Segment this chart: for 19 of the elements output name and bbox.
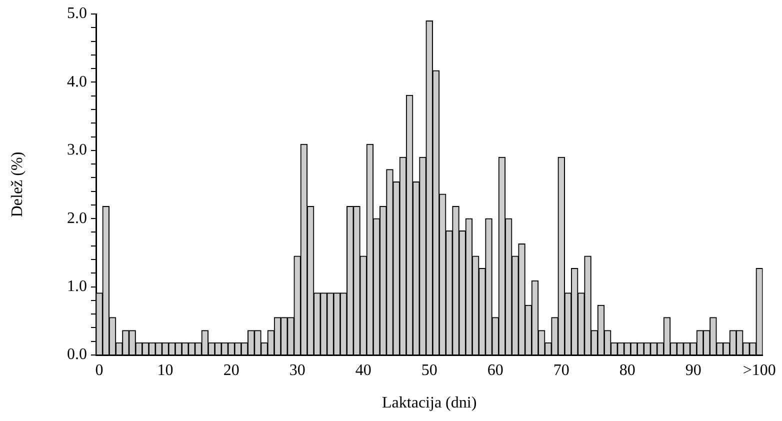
x-tick-label: 60 bbox=[487, 362, 504, 379]
y-tick-label: 0.0 bbox=[67, 346, 87, 364]
y-tick-label: 3.0 bbox=[67, 142, 87, 159]
x-tick-label: 50 bbox=[421, 362, 438, 379]
y-tick-label: 5.0 bbox=[67, 5, 87, 22]
y-tick-label: 2.0 bbox=[67, 210, 87, 227]
x-tick-label: 20 bbox=[223, 362, 240, 379]
x-tick-label: 90 bbox=[685, 362, 702, 379]
x-tick-label: 70 bbox=[553, 362, 570, 379]
x-tick-label: >100 bbox=[742, 362, 776, 379]
x-tick-label: 80 bbox=[619, 362, 636, 379]
x-tick-label: 40 bbox=[355, 362, 372, 379]
x-tick-label: 10 bbox=[157, 362, 174, 379]
y-tick-label: 1.0 bbox=[67, 278, 87, 296]
x-axis-title: Laktacija (dni) bbox=[382, 394, 477, 412]
x-tick-label: 0 bbox=[95, 362, 104, 379]
x-tick-label: 30 bbox=[289, 362, 306, 379]
y-tick-label: 4.0 bbox=[67, 73, 87, 90]
y-axis-title: Delež (%) bbox=[8, 152, 26, 218]
